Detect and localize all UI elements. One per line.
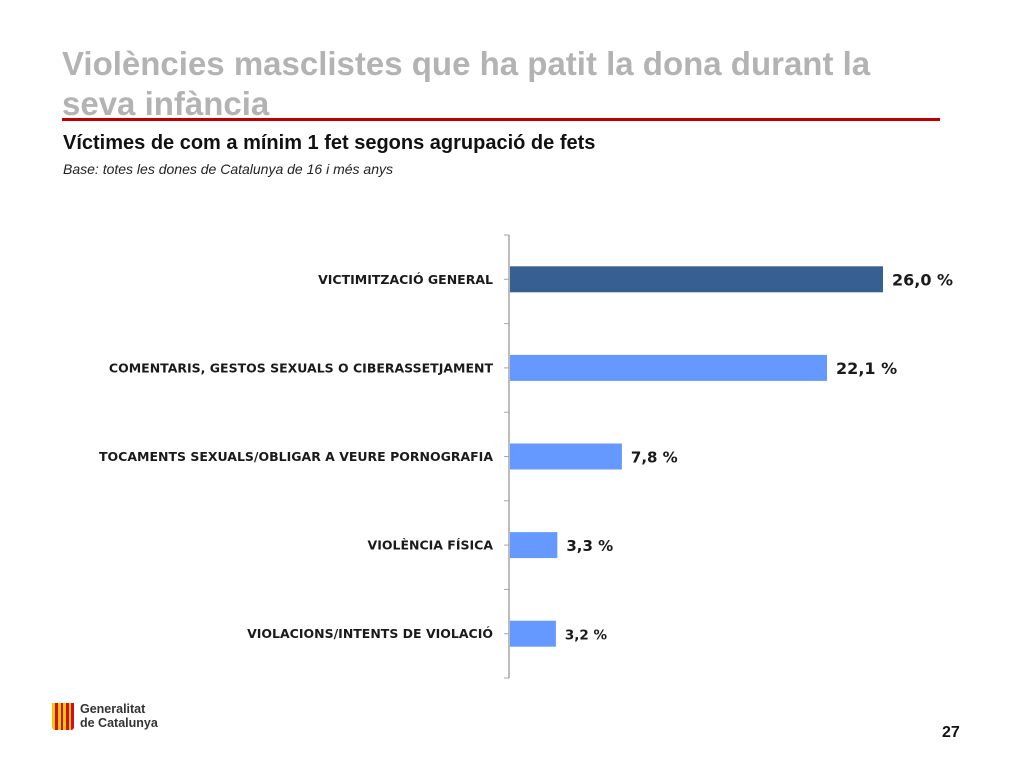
senyera-icon: [52, 702, 74, 730]
bar: [510, 532, 558, 559]
value-label: 7,8 %: [631, 449, 678, 467]
slide-title: Violències masclistes que ha patit la do…: [62, 45, 871, 122]
value-label: 22,1 %: [836, 359, 897, 378]
category-label: VIOLÈNCIA FÍSICA: [368, 538, 494, 553]
logo-line-1: Generalitat: [80, 702, 146, 716]
logo-text: Generalitat de Catalunya: [80, 702, 158, 730]
category-label: VICTIMITZACIÓ GENERAL: [318, 272, 493, 287]
title-rule: [62, 118, 940, 121]
bar: [510, 354, 828, 381]
value-label: 26,0 %: [892, 270, 953, 289]
logo-line-2: de Catalunya: [80, 716, 158, 730]
value-label: 3,2 %: [565, 628, 608, 644]
bar: [510, 443, 622, 470]
bar: [510, 620, 556, 647]
bar: [510, 266, 883, 293]
category-label: VIOLACIONS/INTENTS DE VIOLACIÓ: [247, 626, 493, 641]
page-number: 27: [942, 724, 960, 741]
category-label: COMENTARIS, GESTOS SEXUALS O CIBERASSETJ…: [109, 360, 494, 375]
value-label: 3,3 %: [566, 537, 613, 555]
generalitat-logo: Generalitat de Catalunya: [52, 702, 158, 730]
category-label: TOCAMENTS SEXUALS/OBLIGAR A VEURE PORNOG…: [99, 449, 493, 464]
base-note: Base: totes les dones de Catalunya de 16…: [63, 161, 393, 177]
chart-subtitle: Víctimes de com a mínim 1 fet segons agr…: [63, 132, 596, 154]
